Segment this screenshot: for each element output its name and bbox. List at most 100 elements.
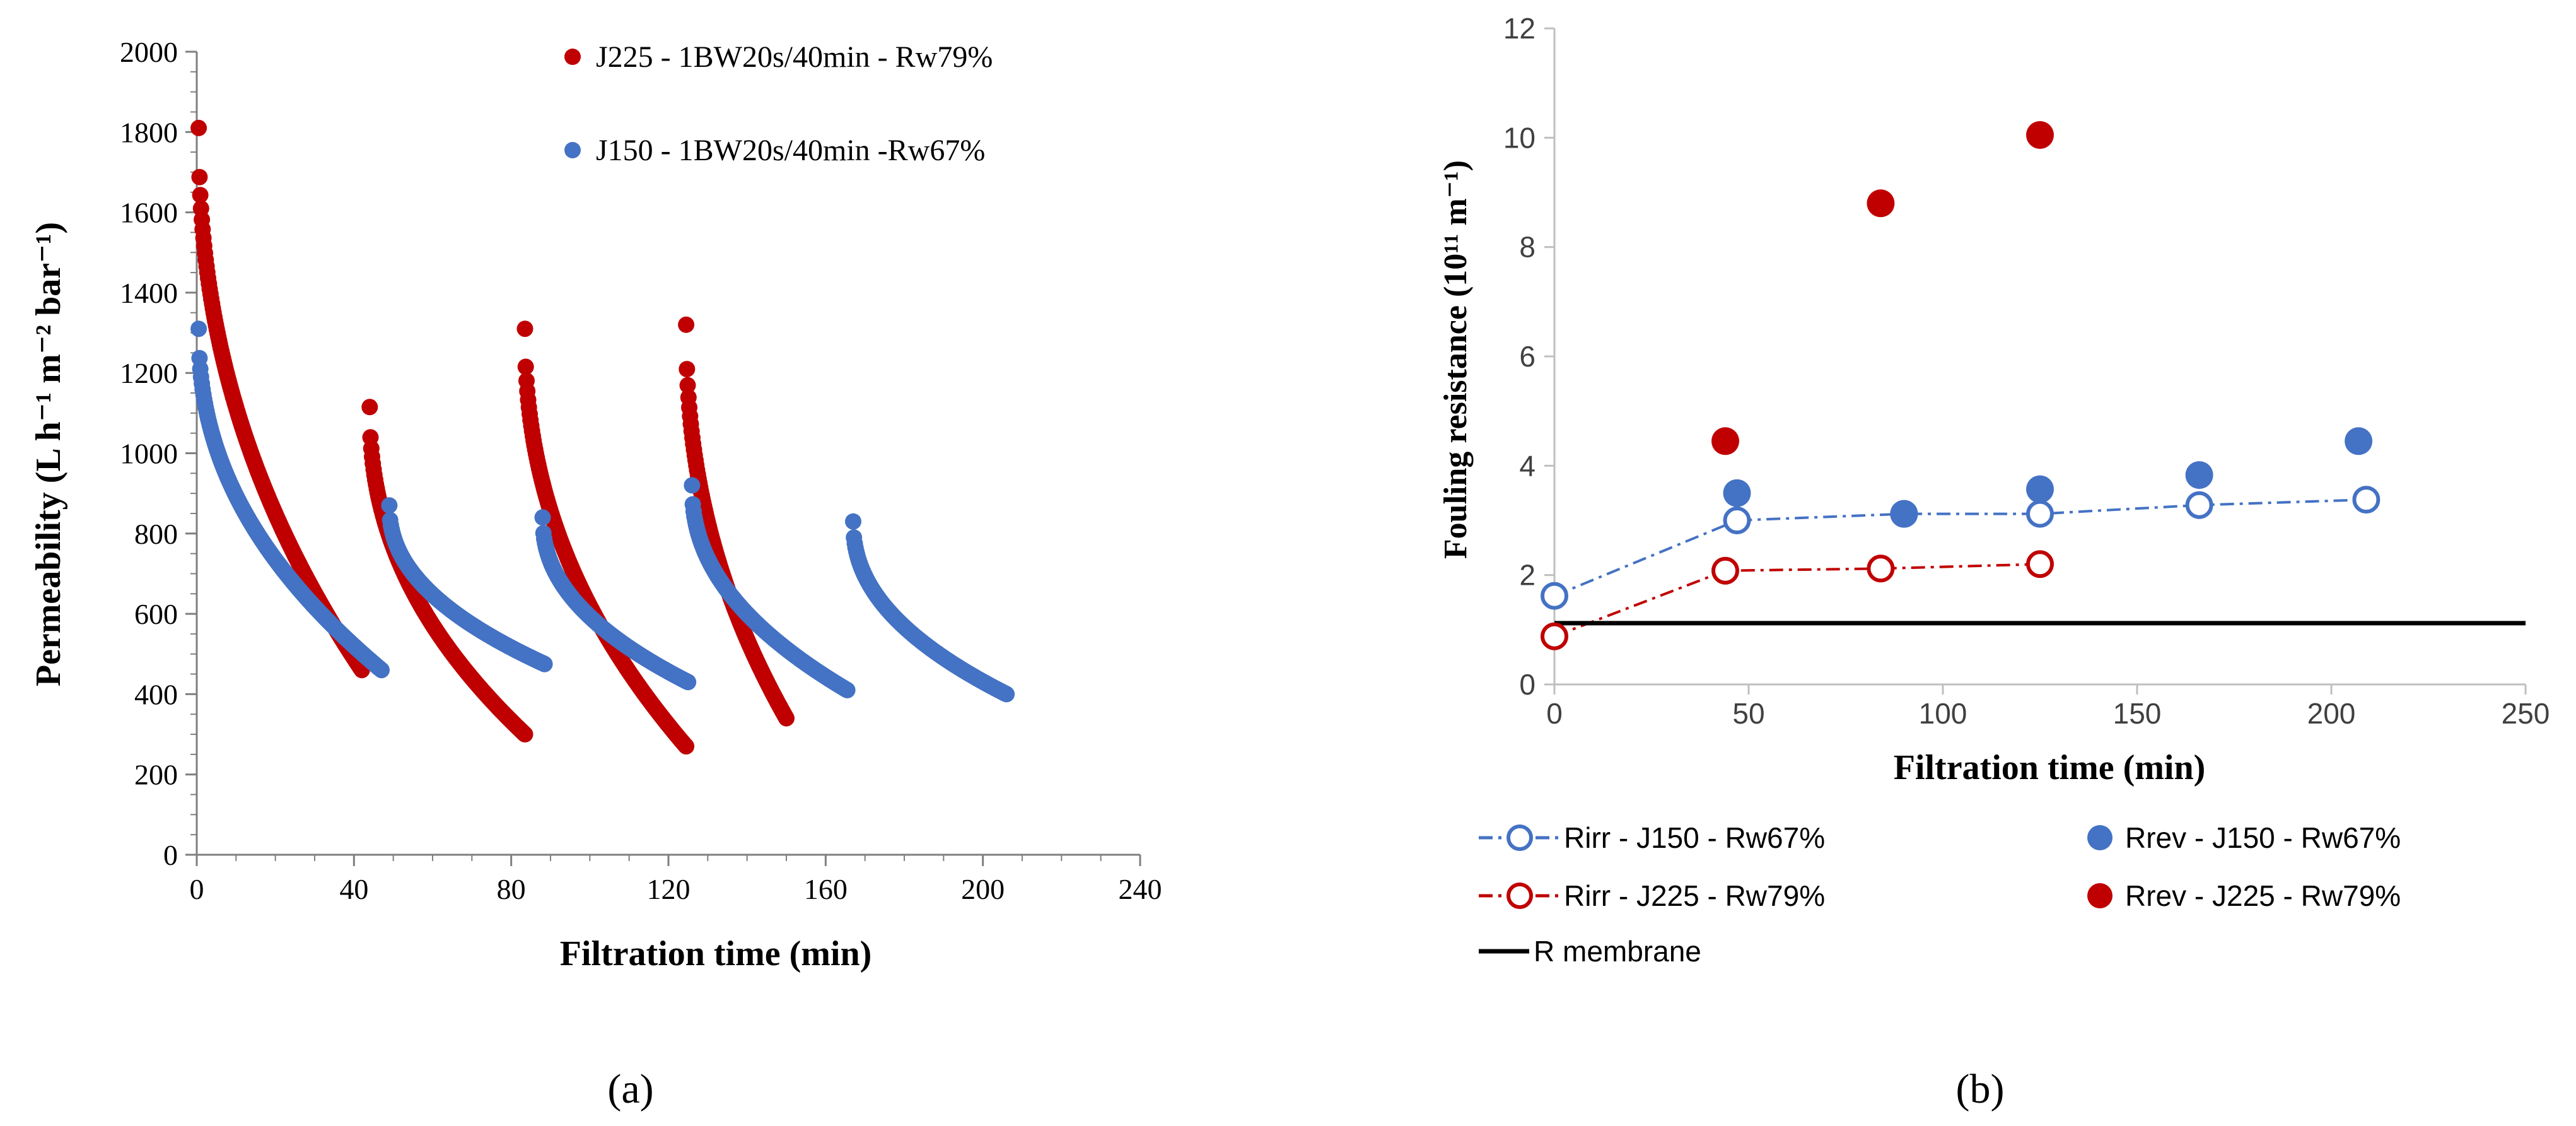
panel-b-y-tick-label: 0	[1519, 668, 1536, 701]
panel-b-y-tick-label: 12	[1503, 12, 1536, 45]
panel-b-point-rrev-j150	[1890, 500, 1918, 528]
panel-b-point-rrev-j150	[2026, 475, 2054, 503]
panel-b-line-rirr-j150	[1554, 498, 2367, 597]
panel-b-label: (b)	[1956, 1066, 2005, 1112]
panel-a-point-j150	[839, 682, 856, 698]
panel-a-point-j225	[516, 726, 533, 742]
panel-b-x-tick-label: 0	[1546, 697, 1563, 730]
panel-a-y-tick-label: 400	[134, 678, 178, 710]
panel-b-y-tick-label: 6	[1519, 340, 1536, 373]
panel-a-point-j150	[381, 497, 398, 514]
panel-a-data-points	[190, 119, 1015, 755]
panel-a-legend: J225 - 1BW20s/40min - Rw79% J150 - 1BW20…	[564, 40, 993, 167]
panel-a-x-tick-label: 240	[1119, 873, 1162, 905]
legend-marker-j150	[564, 142, 581, 158]
panel-a-point-j150	[190, 320, 207, 337]
panel-b-point-rirr-j150	[2185, 491, 2213, 519]
legend-label-rirr-j225: Rirr - J225 - Rw79%	[1564, 879, 1825, 912]
panel-a-y-tick-label: 0	[163, 839, 178, 871]
panel-b-y-tick-label: 10	[1503, 121, 1536, 154]
panel-b-point-rirr-j150	[1541, 582, 1568, 610]
legend-marker-j225	[564, 49, 581, 65]
panel-b-point-rirr-j150	[1723, 507, 1751, 534]
panel-a-y-tick-label: 1800	[120, 116, 178, 148]
panel-a-y-tick-label: 600	[134, 598, 178, 630]
panel-a-y-tick-label: 1600	[120, 197, 178, 229]
panel-b-axes: 0 2 4 6 8 10 12 0 50 100 150 200 250	[1503, 12, 2550, 730]
panel-b-y-tick-label: 8	[1519, 231, 1536, 264]
panel-a-point-j150	[534, 509, 551, 526]
panel-a-point-j150	[998, 686, 1015, 703]
panel-a-point-j225	[678, 316, 695, 333]
panel-b-xlabel: Filtration time (min)	[1894, 748, 2206, 787]
panel-b-legend: Rirr - J150 - Rw67% Rrev - J150 - Rw67% …	[1479, 821, 2401, 968]
panel-a-point-j150	[536, 655, 553, 672]
legend-marker-rrev-j225	[2087, 883, 2113, 908]
panel-a-ylabel: Permeability (L h⁻¹ m⁻² bar⁻¹)	[29, 222, 68, 686]
panel-b-x-tick-label: 200	[2307, 697, 2356, 730]
panel-a-point-j225	[679, 361, 696, 378]
legend-label-rrev-j225: Rrev - J225 - Rw79%	[2125, 879, 2401, 912]
panel-a-xlabel: Filtration time (min)	[560, 934, 872, 973]
legend-label-j150: J150 - 1BW20s/40min -Rw67%	[596, 134, 985, 167]
panel-a-point-j225	[517, 358, 534, 375]
panel-a-x-tick-label: 80	[497, 873, 526, 905]
panel-b-point-rrev-j150	[1723, 479, 1751, 507]
panel-a-y-tick-label: 1000	[120, 438, 178, 470]
legend-marker-rirr-j225	[1507, 883, 1533, 909]
panel-a-point-j225	[679, 377, 696, 394]
panel-a-axes: 0 200 400 600 800 1000 1200 1400 1600 1800 2000 0 40…	[120, 36, 1162, 905]
panel-a-label: (a)	[607, 1066, 653, 1112]
panel-a-x-tick-label: 0	[190, 873, 204, 905]
panel-a-y-tick-label: 200	[134, 759, 178, 791]
panel-a-point-j225	[192, 187, 209, 204]
panel-a-y-tick-label: 800	[134, 518, 178, 550]
legend-label-r-membrane: R membrane	[1534, 935, 1701, 968]
panel-b-point-rirr-j150	[2026, 500, 2054, 528]
panel-b-ylabel: Fouling resistance (10¹¹ m⁻¹)	[1438, 160, 1474, 559]
panel-a-x-tick-label: 160	[804, 873, 848, 905]
legend-marker-rirr-j150	[1507, 824, 1533, 851]
panel-a-x-tick-label: 200	[961, 873, 1005, 905]
panel-b-x-tick-label: 150	[2113, 697, 2162, 730]
panel-a-x-tick-label: 40	[339, 873, 368, 905]
panel-a-point-j150	[373, 662, 390, 679]
panel-a-chart: 0 200 400 600 800 1000 1200 1400 1600 1800 2000 0 40…	[29, 36, 1162, 1112]
panel-b-point-rirr-j225	[2026, 550, 2054, 578]
legend-label-rrev-j150: Rrev - J150 - Rw67%	[2125, 821, 2401, 854]
panel-a-y-tick-label: 1400	[120, 277, 178, 309]
panel-a-x-tick-label: 120	[647, 873, 691, 905]
panel-b-point-rrev-j225	[2026, 121, 2054, 149]
panel-b-x-tick-label: 250	[2502, 697, 2550, 730]
panel-b-data-series	[1541, 121, 2526, 650]
panel-a-point-j150	[845, 513, 861, 530]
panel-b-point-rirr-j150	[2352, 486, 2381, 514]
panel-a-point-j225	[191, 168, 208, 185]
panel-b-point-rrev-j150	[2185, 461, 2213, 490]
panel-a-point-j225	[778, 710, 795, 727]
panel-b-point-rirr-j225	[1867, 554, 1895, 583]
legend-marker-rrev-j150	[2087, 825, 2113, 850]
panel-a-y-tick-label: 2000	[120, 36, 178, 68]
panel-a-point-j225	[516, 320, 533, 337]
panel-b-chart: 0 2 4 6 8 10 12 0 50 100 150 200 250 Fouling resista…	[1438, 12, 2550, 1112]
panel-b-y-tick-label: 4	[1519, 449, 1536, 482]
panel-b-x-tick-label: 100	[1919, 697, 1967, 730]
panel-a-y-tick-label: 1200	[120, 357, 178, 389]
panel-b-point-rrev-j150	[2345, 427, 2373, 455]
panel-a-point-j225	[361, 399, 378, 416]
panel-b-x-tick-label: 50	[1732, 697, 1764, 730]
panel-b-point-rirr-j225	[1541, 622, 1568, 650]
panel-b-point-rrev-j225	[1711, 427, 1739, 455]
legend-label-j225: J225 - 1BW20s/40min - Rw79%	[596, 40, 993, 74]
panel-a-point-j150	[684, 477, 701, 494]
panel-b-point-rirr-j225	[1711, 556, 1739, 585]
legend-label-rirr-j150: Rirr - J150 - Rw67%	[1564, 821, 1825, 854]
panel-b-line-rirr-j225	[1554, 563, 2041, 638]
panel-a-point-j225	[678, 738, 695, 755]
panel-b-point-rrev-j225	[1867, 189, 1895, 218]
panel-a-point-j225	[190, 119, 207, 136]
panel-b-y-tick-label: 2	[1519, 559, 1536, 592]
panel-a-point-j150	[680, 674, 697, 691]
